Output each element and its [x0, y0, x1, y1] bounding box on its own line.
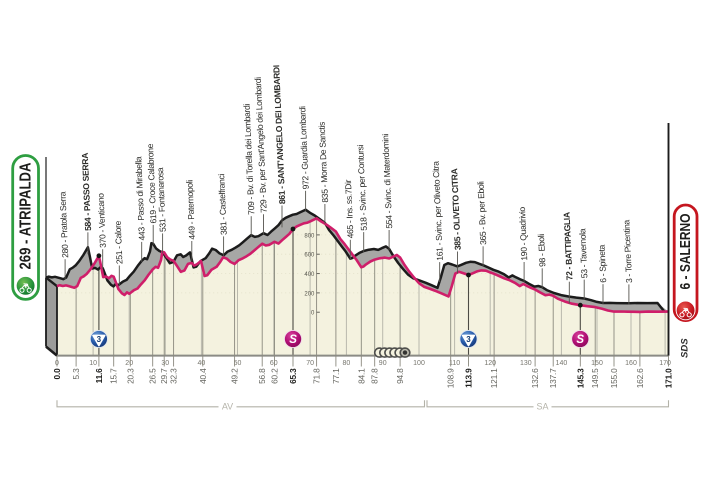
svg-text:280 - Pratola Serra: 280 - Pratola Serra: [57, 191, 70, 258]
svg-text:137.7: 137.7: [548, 368, 558, 388]
svg-text:60: 60: [270, 360, 278, 367]
svg-text:531 - Fontanarosa: 531 - Fontanarosa: [155, 167, 168, 232]
svg-text:600: 600: [304, 253, 315, 259]
svg-text:132.6: 132.6: [530, 368, 540, 388]
svg-text:518 - Svinc. per Contursi: 518 - Svinc. per Contursi: [355, 144, 369, 231]
svg-text:155.0: 155.0: [609, 368, 619, 388]
svg-text:65.3: 65.3: [288, 368, 298, 384]
svg-text:50: 50: [234, 360, 242, 367]
svg-text:709 - Bv. di Torella dei Lomba: 709 - Bv. di Torella dei Lombardi: [242, 103, 257, 215]
svg-text:161 - Svinc. per Oliveto Citra: 161 - Svinc. per Oliveto Citra: [431, 161, 445, 261]
svg-text:71.8: 71.8: [312, 368, 322, 384]
svg-text:110: 110: [449, 360, 460, 367]
svg-text:98 - Eboli: 98 - Eboli: [536, 233, 547, 267]
svg-text:3: 3: [97, 335, 102, 344]
svg-text:20: 20: [125, 360, 133, 367]
svg-text:449 - Paternopoli: 449 - Paternopoli: [184, 180, 197, 240]
svg-text:162.6: 162.6: [635, 368, 645, 388]
svg-text:5.3: 5.3: [71, 368, 81, 380]
svg-text:113.9: 113.9: [464, 368, 474, 388]
svg-text:15.7: 15.7: [109, 368, 119, 384]
svg-text:0.0: 0.0: [52, 368, 62, 380]
svg-text:26.5: 26.5: [148, 368, 158, 384]
svg-text:53 - Tavernola: 53 - Tavernola: [577, 228, 589, 278]
svg-text:SDS: SDS: [680, 338, 691, 358]
svg-text:972 - Guardia Lombardi: 972 - Guardia Lombardi: [297, 106, 311, 190]
svg-text:835 - Morra De Sanctis: 835 - Morra De Sanctis: [317, 122, 331, 203]
svg-text:140: 140: [556, 360, 568, 367]
svg-text:80: 80: [343, 360, 351, 367]
svg-text:120: 120: [484, 360, 496, 367]
svg-text:77.1: 77.1: [331, 368, 341, 384]
svg-text:40.4: 40.4: [198, 368, 208, 384]
svg-text:465 - Ins. ss.7Dir: 465 - Ins. ss.7Dir: [343, 179, 356, 239]
svg-text:20.3: 20.3: [125, 368, 135, 384]
svg-text:108.9: 108.9: [446, 368, 456, 388]
svg-text:269 - ATRIPALDA: 269 - ATRIPALDA: [17, 162, 34, 269]
svg-text:10: 10: [89, 360, 97, 367]
svg-text:170: 170: [659, 360, 671, 367]
svg-text:94.8: 94.8: [395, 368, 405, 384]
svg-text:130: 130: [520, 360, 532, 367]
svg-text:381 - Castelfranci: 381 - Castelfranci: [216, 173, 229, 235]
svg-text:160: 160: [625, 360, 637, 367]
svg-text:S: S: [289, 334, 297, 346]
svg-text:11.6: 11.6: [94, 368, 104, 383]
svg-text:60.2: 60.2: [270, 368, 280, 384]
svg-text:584 - PASSO SERRA: 584 - PASSO SERRA: [80, 153, 93, 231]
svg-text:100: 100: [413, 360, 425, 367]
svg-text:251 - Calore: 251 - Calore: [113, 220, 125, 264]
svg-text:87.8: 87.8: [370, 368, 380, 384]
svg-text:619 - Croce Calabrone: 619 - Croce Calabrone: [145, 143, 158, 224]
svg-text:3: 3: [466, 335, 471, 344]
svg-text:145.3: 145.3: [575, 368, 585, 388]
svg-text:90: 90: [379, 360, 387, 367]
svg-text:6 - Spineta: 6 - Spineta: [597, 244, 609, 283]
svg-text:6 - SALERNO: 6 - SALERNO: [677, 213, 694, 289]
svg-text:29.7: 29.7: [159, 368, 169, 384]
svg-text:70: 70: [306, 360, 314, 367]
svg-text:400: 400: [304, 272, 315, 278]
svg-text:30: 30: [161, 360, 169, 367]
svg-text:800: 800: [304, 233, 315, 239]
svg-text:554 - Svinc. di Materdomini: 554 - Svinc. di Materdomini: [380, 133, 394, 228]
svg-text:190 - Quadrivio: 190 - Quadrivio: [517, 206, 529, 260]
svg-text:385 - OLIVETO CITRA: 385 - OLIVETO CITRA: [449, 168, 463, 250]
svg-text:49.2: 49.2: [230, 368, 240, 384]
svg-text:32.3: 32.3: [169, 368, 179, 384]
svg-text:72 - BATTIPAGLIA: 72 - BATTIPAGLIA: [562, 212, 575, 281]
svg-text:S: S: [576, 334, 584, 346]
svg-text:149.5: 149.5: [590, 368, 600, 388]
svg-text:150: 150: [591, 360, 603, 367]
svg-text:365 - Bv. per Eboli: 365 - Bv. per Eboli: [476, 181, 489, 245]
svg-text:370 - Venticano: 370 - Venticano: [96, 193, 108, 248]
svg-text:121.1: 121.1: [489, 368, 499, 388]
svg-text:0: 0: [311, 311, 315, 317]
svg-text:84.1: 84.1: [356, 368, 366, 384]
svg-text:56.8: 56.8: [257, 368, 267, 384]
svg-text:171.0: 171.0: [664, 368, 674, 388]
svg-text:40: 40: [198, 360, 206, 367]
svg-text:200: 200: [304, 291, 315, 297]
svg-text:SA: SA: [536, 402, 548, 412]
svg-text:3 - Torre Picentina: 3 - Torre Picentina: [621, 219, 634, 283]
svg-text:AV: AV: [222, 402, 233, 412]
svg-text:443 - Passo di Mirabella: 443 - Passo di Mirabella: [133, 156, 147, 241]
